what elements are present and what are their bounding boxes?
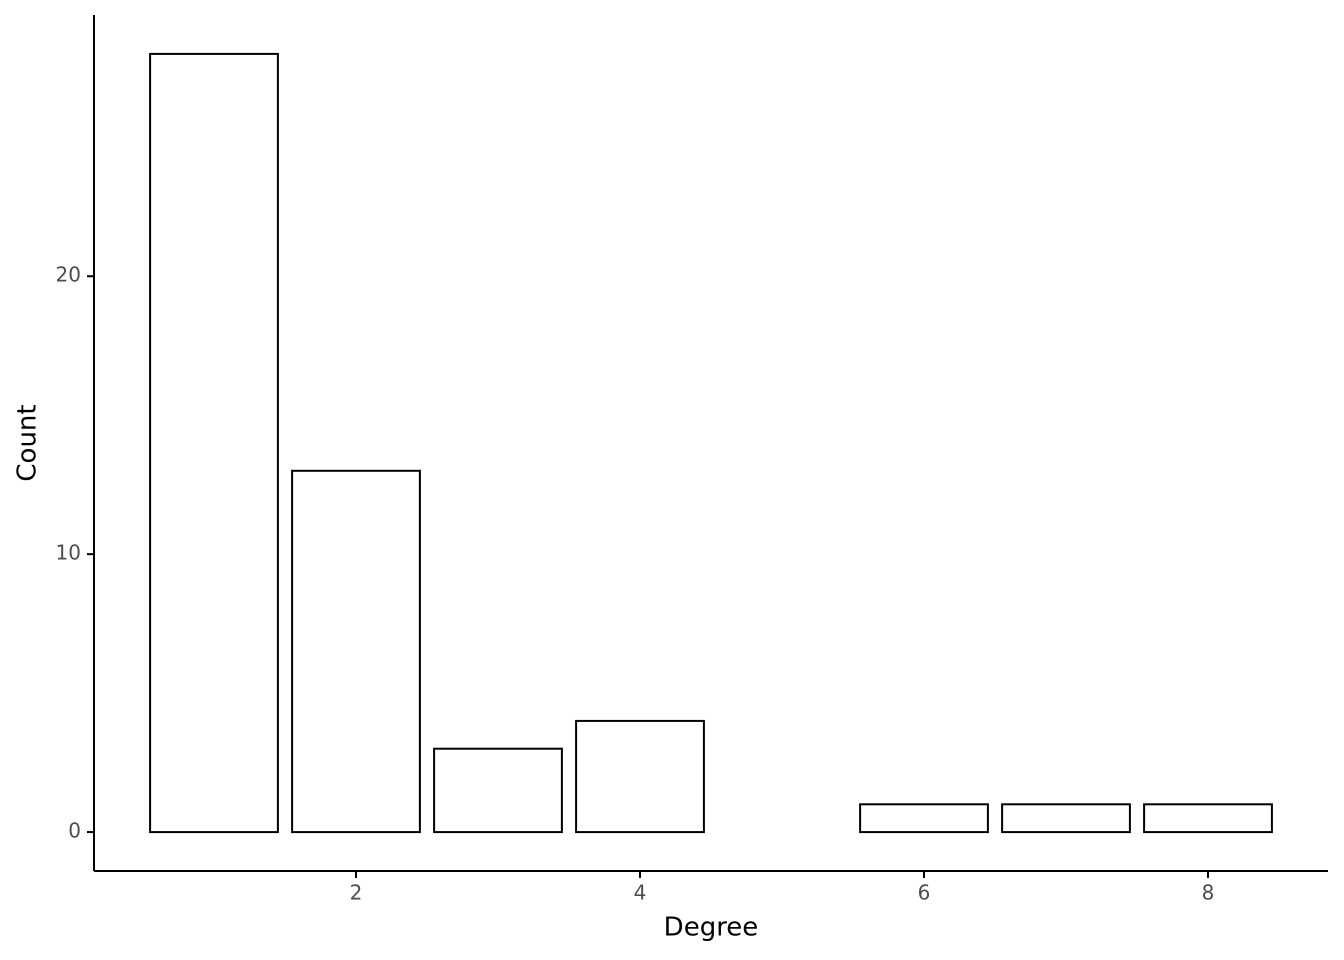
y-axis-title: Count [13, 404, 43, 481]
x-tick-label: 6 [918, 881, 931, 905]
y-tick-label: 20 [56, 263, 81, 287]
y-tick-label: 10 [56, 541, 81, 565]
bar [433, 747, 563, 834]
bar [149, 52, 279, 834]
bar [291, 469, 421, 834]
x-tick-label: 4 [634, 881, 647, 905]
bar [575, 719, 705, 834]
bar [1001, 803, 1131, 834]
bar [1143, 803, 1273, 834]
bar [859, 803, 989, 834]
x-tick-label: 2 [350, 881, 363, 905]
x-axis-title: Degree [664, 913, 759, 943]
x-tick-label: 8 [1202, 881, 1215, 905]
y-tick-label: 0 [68, 819, 81, 843]
